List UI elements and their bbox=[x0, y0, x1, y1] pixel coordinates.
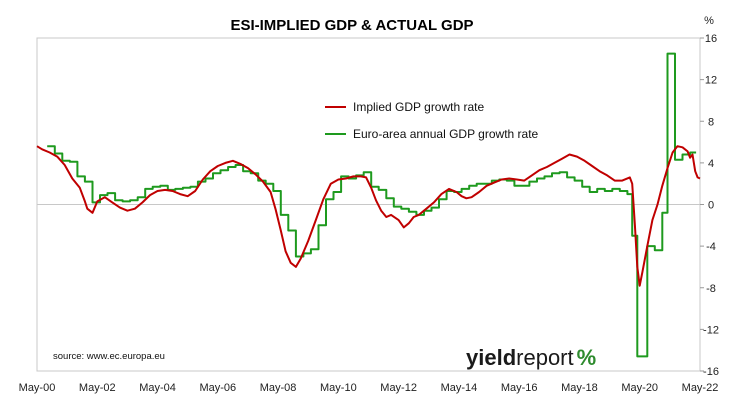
series-layer bbox=[36, 52, 701, 358]
y-tick-label: 0 bbox=[708, 200, 714, 212]
y-tick-label: 4 bbox=[708, 158, 714, 170]
logo-yield: yield bbox=[466, 345, 516, 370]
x-tick-label: May-04 bbox=[139, 382, 176, 394]
legend-label-actual: Euro-area annual GDP growth rate bbox=[353, 127, 539, 141]
y-tick-label: 12 bbox=[705, 75, 717, 87]
x-tick-label: May-14 bbox=[441, 382, 478, 394]
y-tick-label: -8 bbox=[706, 283, 716, 295]
chart-title: ESI-IMPLIED GDP & ACTUAL GDP bbox=[230, 17, 473, 34]
y-tick-label: 16 bbox=[705, 33, 717, 45]
x-axis: May-00 May-02 May-04 May-06 May-08 May-10 May-… bbox=[19, 382, 719, 394]
x-tick-label: May-20 bbox=[621, 382, 658, 394]
y-tick-label: 8 bbox=[708, 116, 714, 128]
legend: Implied GDP growth rate Euro-area annual… bbox=[325, 100, 539, 141]
logo: yieldreport% bbox=[466, 345, 596, 370]
y-axis: -16 -12 -8 -4 0 4 8 12 16 bbox=[700, 33, 719, 378]
y-tick-label: -16 bbox=[703, 366, 719, 378]
y-tick-label: -4 bbox=[706, 241, 716, 253]
x-tick-label: May-22 bbox=[682, 382, 719, 394]
x-tick-label: May-00 bbox=[19, 382, 56, 394]
x-tick-label: May-08 bbox=[260, 382, 297, 394]
y-tick-label: -12 bbox=[703, 324, 719, 336]
logo-report: report bbox=[516, 345, 573, 370]
series-euro-area-gdp-line bbox=[47, 52, 697, 358]
series-implied-gdp-line bbox=[36, 145, 701, 287]
y-unit-label: % bbox=[704, 15, 714, 27]
logo-percent: % bbox=[577, 345, 597, 370]
x-tick-label: May-18 bbox=[561, 382, 598, 394]
x-tick-label: May-12 bbox=[380, 382, 417, 394]
source-annotation: source: www.ec.europa.eu bbox=[53, 351, 165, 362]
x-tick-label: May-16 bbox=[501, 382, 538, 394]
x-tick-label: May-02 bbox=[79, 382, 116, 394]
x-tick-label: May-06 bbox=[199, 382, 236, 394]
legend-label-implied: Implied GDP growth rate bbox=[353, 100, 484, 114]
svg-text:yieldreport%: yieldreport% bbox=[466, 345, 596, 370]
x-tick-label: May-10 bbox=[320, 382, 357, 394]
